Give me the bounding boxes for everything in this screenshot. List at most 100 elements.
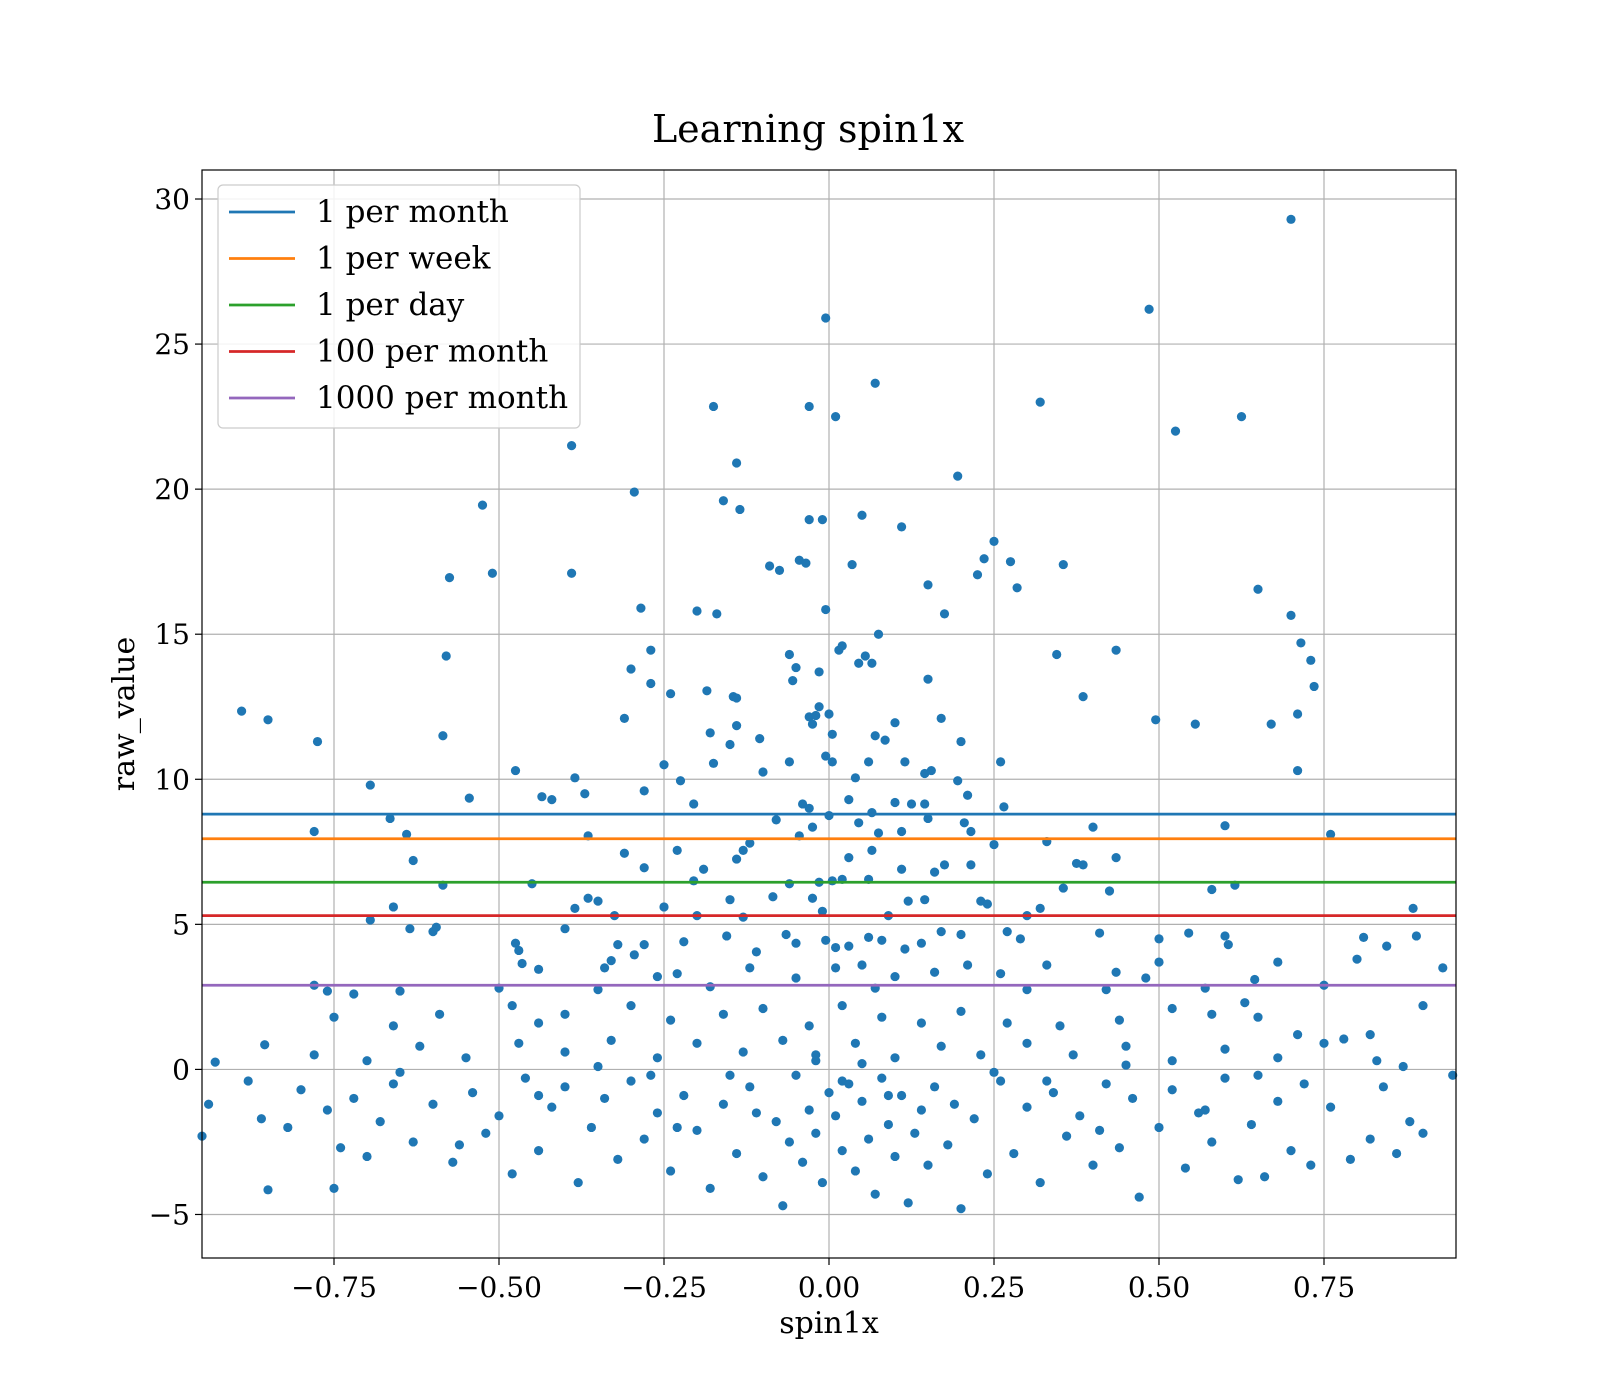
scatter-point xyxy=(708,758,719,768)
scatter-point xyxy=(507,1169,517,1179)
scatter-point xyxy=(1418,1000,1428,1011)
scatter-point xyxy=(1101,1079,1111,1089)
scatter-point xyxy=(897,522,907,532)
scatter-point xyxy=(854,818,864,828)
scatter-point xyxy=(778,1201,788,1211)
scatter-point xyxy=(824,1088,834,1098)
scatter-point xyxy=(1359,932,1369,943)
scatter-point xyxy=(1009,1148,1019,1159)
scatter-point xyxy=(1207,1009,1217,1019)
scatter-point xyxy=(375,1117,385,1127)
scatter-point xyxy=(811,1128,821,1138)
scatter-point xyxy=(329,1012,339,1022)
scatter-point xyxy=(850,1166,861,1176)
scatter-point xyxy=(646,678,656,689)
scatter-point xyxy=(939,860,950,870)
scatter-point xyxy=(1220,931,1230,941)
scatter-point xyxy=(1250,974,1260,985)
scatter-point xyxy=(1418,1128,1428,1138)
scatter-point xyxy=(626,1076,636,1086)
scatter-point xyxy=(1095,928,1105,938)
scatter-point xyxy=(943,1140,953,1150)
scatter-point xyxy=(1114,1015,1124,1025)
scatter-point xyxy=(870,731,880,741)
scatter-point xyxy=(784,649,795,660)
scatter-point xyxy=(1273,1053,1283,1063)
scatter-point xyxy=(732,693,742,703)
scatter-point xyxy=(811,1056,821,1066)
scatter-point xyxy=(930,1082,940,1092)
scatter-point xyxy=(534,1090,544,1101)
scatter-point xyxy=(781,929,791,940)
scatter-point xyxy=(837,1076,847,1086)
scatter-point xyxy=(877,1012,887,1022)
scatter-point xyxy=(923,1160,933,1170)
scatter-point xyxy=(738,845,748,855)
scatter-point xyxy=(1207,1137,1217,1147)
scatter-point xyxy=(1382,941,1392,951)
y-tick-label: 30 xyxy=(154,183,190,216)
scatter-point xyxy=(936,1041,946,1051)
scatter-point xyxy=(639,940,649,950)
scatter-point xyxy=(1151,715,1161,725)
scatter-point xyxy=(652,971,663,982)
scatter-point xyxy=(1293,709,1303,719)
scatter-point xyxy=(1200,1105,1210,1115)
scatter-point xyxy=(263,715,273,725)
scatter-point xyxy=(850,1038,861,1048)
scatter-point xyxy=(1144,304,1154,314)
legend-label: 100 per month xyxy=(316,334,548,370)
scatter-point xyxy=(824,810,834,821)
scatter-point xyxy=(639,863,649,873)
scatter-point xyxy=(1062,1131,1072,1141)
scatter-point xyxy=(900,944,910,954)
scatter-point xyxy=(976,1050,986,1060)
scatter-point xyxy=(481,1128,491,1138)
scatter-point xyxy=(699,864,709,874)
scatter-point xyxy=(702,686,712,696)
scatter-point xyxy=(1372,1056,1382,1066)
scatter-point xyxy=(639,786,649,796)
scatter-point xyxy=(1042,1076,1052,1086)
scatter-point xyxy=(534,1018,544,1028)
scatter-point xyxy=(936,927,946,937)
scatter-point xyxy=(626,1000,636,1011)
scatter-point xyxy=(821,313,831,323)
scatter-point xyxy=(1240,998,1250,1008)
scatter-point xyxy=(260,1040,270,1050)
scatter-point xyxy=(570,903,580,913)
scatter-point xyxy=(837,1146,847,1156)
scatter-point xyxy=(510,765,521,776)
scatter-point xyxy=(844,794,854,805)
scatter-point xyxy=(870,378,880,388)
scatter-point xyxy=(692,1038,702,1048)
scatter-point xyxy=(705,728,715,738)
scatter-point xyxy=(718,496,729,506)
x-tick-label: −0.50 xyxy=(456,1271,542,1304)
scatter-point xyxy=(1220,1044,1230,1054)
scatter-point xyxy=(1306,1160,1316,1170)
scatter-point xyxy=(890,1053,900,1063)
scatter-point xyxy=(996,1076,1006,1086)
y-tick-label: 5 xyxy=(172,908,190,941)
scatter-point xyxy=(600,1093,610,1104)
scatter-point xyxy=(827,757,837,767)
scatter-point xyxy=(784,879,795,889)
scatter-point xyxy=(464,793,474,803)
scatter-point xyxy=(659,902,669,912)
scatter-point xyxy=(1121,1060,1131,1070)
scatter-point xyxy=(672,845,682,855)
scatter-point xyxy=(956,736,966,747)
scatter-point xyxy=(1207,884,1217,895)
scatter-point xyxy=(243,1076,253,1086)
scatter-point xyxy=(738,1047,748,1057)
scatter-point xyxy=(1104,886,1115,896)
scatter-point xyxy=(1154,1122,1164,1133)
scatter-point xyxy=(580,789,590,799)
scatter-point xyxy=(322,1105,332,1115)
scatter-point xyxy=(745,963,755,973)
scatter-point xyxy=(1048,1088,1058,1098)
scatter-point xyxy=(903,896,913,906)
scatter-point xyxy=(1438,963,1448,973)
scatter-point xyxy=(906,799,917,809)
